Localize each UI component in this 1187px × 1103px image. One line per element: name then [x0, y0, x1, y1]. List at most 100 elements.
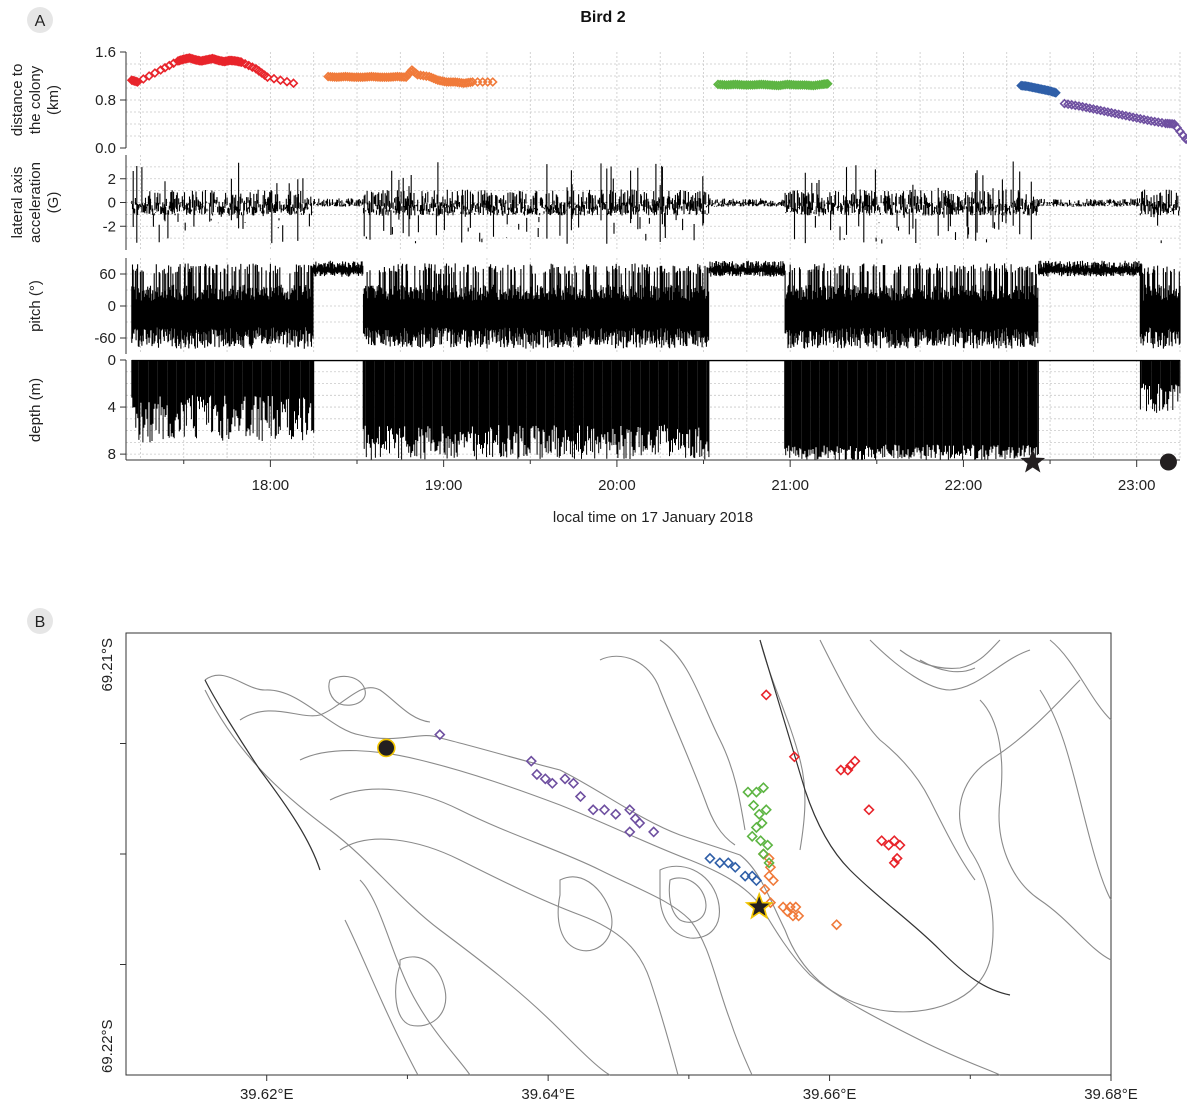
map-point [434, 729, 446, 741]
map-point [763, 870, 775, 882]
panel-badge-a-text: A [35, 13, 46, 30]
y-tick-label: 2 [108, 171, 116, 188]
map-point [750, 786, 763, 798]
x-tick-label: 20:00 [598, 477, 636, 494]
contour-line [339, 838, 679, 1076]
map-point [633, 817, 646, 829]
contour-line [869, 639, 1031, 691]
map-circle-marker [377, 738, 396, 758]
y-axis-title: (G) [45, 192, 62, 214]
panel-badge-b: B [27, 608, 53, 634]
contour-line [1049, 639, 1112, 721]
contour-line [668, 877, 707, 923]
y-tick-label: 0.8 [95, 92, 116, 109]
contour-line [395, 956, 447, 1027]
y-axis-title: lateral axis [9, 167, 26, 239]
contour-line [344, 919, 419, 1076]
map-point [648, 826, 660, 838]
contour-line [239, 687, 431, 723]
map-point [763, 857, 775, 869]
map-point [746, 830, 758, 842]
map-x-tick-label: 39.64°E [521, 1086, 575, 1103]
map-frame [125, 632, 1112, 1076]
distance-point [818, 79, 829, 90]
coastline [204, 679, 321, 871]
map-point [574, 790, 587, 803]
map-point [559, 773, 571, 785]
map-star-marker [744, 891, 774, 920]
y-axis-distance: 1.6 0.8 0.0 distance to the colony (km) [9, 44, 127, 157]
distance-point [819, 79, 830, 90]
map-y-tick-label-top: 69.21°S [99, 638, 116, 692]
distance-point [822, 78, 833, 89]
y-tick-label: 0 [108, 352, 116, 369]
y-axis-acceleration: 2 0 -2 lateral axis acceleration (G) [9, 155, 127, 250]
distance-point [138, 74, 149, 84]
distance-point [821, 79, 832, 89]
map-point [714, 857, 726, 869]
contour-line [328, 675, 366, 706]
distance-point [262, 72, 273, 83]
pitch-trace [131, 260, 1181, 349]
contour-line [899, 639, 1001, 669]
map-point [894, 839, 906, 851]
map-x-tick-label: 39.62°E [240, 1086, 294, 1103]
map-point [567, 777, 580, 789]
x-tick-label: 23:00 [1118, 477, 1156, 494]
map-point [624, 804, 636, 816]
map-point [610, 808, 622, 820]
panel-a: 1.6 0.8 0.0 distance to the colony (km) 2 0 -2 la… [9, 44, 1187, 526]
map-point [788, 751, 801, 763]
map-contours [204, 639, 1112, 1076]
map-point [624, 826, 636, 838]
map-point [587, 804, 599, 816]
map-point [598, 804, 611, 816]
contour-line [819, 639, 976, 881]
y-axis-title: distance to [9, 64, 26, 137]
map-point [830, 919, 843, 931]
map-point [742, 786, 754, 798]
map-point [753, 808, 765, 820]
y-tick-label: 1.6 [95, 44, 116, 61]
acceleration-trace [131, 161, 1181, 244]
y-tick-label: 0 [108, 195, 116, 212]
contour-line [557, 876, 613, 952]
map-x-tick-label: 39.66°E [803, 1086, 857, 1103]
map-point [757, 782, 770, 794]
contour-line [979, 699, 1112, 961]
map-point [760, 689, 772, 701]
contour-line [919, 659, 976, 673]
y-tick-label: 0.0 [95, 140, 116, 157]
map-point [888, 835, 900, 847]
y-tick-label: 4 [108, 399, 116, 416]
distance-point [288, 78, 299, 89]
y-axis-depth: 0 4 8 depth (m) [27, 352, 127, 463]
distance-point [1050, 87, 1061, 98]
coastline [759, 639, 1011, 996]
distance-point [412, 69, 423, 80]
x-axis-title: local time on 17 January 2018 [553, 509, 753, 526]
depth-trace [131, 360, 1181, 460]
y-tick-label: 60 [99, 266, 116, 283]
contour-line [329, 788, 753, 1076]
distance-point [418, 70, 429, 81]
y-axis-title: pitch (°) [27, 280, 44, 332]
distance-point [144, 71, 155, 81]
distance-point [1167, 118, 1177, 129]
contour-line [299, 750, 1001, 1076]
y-axis-title: (km) [45, 85, 62, 115]
map-point [531, 768, 543, 781]
panel-badge-b-text: B [35, 614, 46, 631]
distance-point [463, 77, 474, 88]
map-point [888, 857, 900, 869]
map-point [792, 910, 805, 922]
map-point [750, 874, 763, 887]
map-y-tick-label-bottom: 69.22°S [99, 1019, 116, 1073]
distance-point [487, 77, 498, 87]
y-tick-label: 8 [108, 446, 116, 463]
distance-point [233, 56, 244, 67]
map-point [760, 804, 772, 816]
map-axes: 39.62°E 39.64°E 39.66°E 39.68°E 69.21°S 69.22… [99, 638, 1138, 1103]
contour-line [659, 865, 720, 939]
map-point [876, 835, 888, 847]
